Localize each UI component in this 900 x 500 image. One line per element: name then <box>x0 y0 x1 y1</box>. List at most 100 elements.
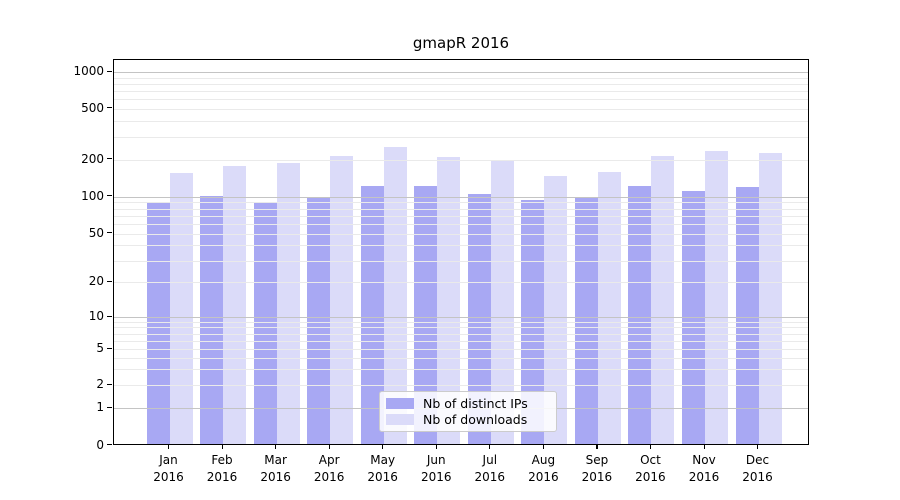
bar-downloads-sep <box>597 171 621 444</box>
chart-title: gmapR 2016 <box>412 34 510 52</box>
y-tick-label: 20 <box>88 274 104 288</box>
y-tick-label: 1000 <box>73 64 104 78</box>
y-tick-mark <box>107 347 112 349</box>
bar-distinct-ips-sep <box>574 197 598 444</box>
legend: Nb of distinct IPs Nb of downloads <box>379 391 557 432</box>
x-tick-year: 2016 <box>581 469 613 484</box>
y-tick-label: 100 <box>81 188 104 203</box>
gridline-minor <box>114 90 808 92</box>
x-tick-mark <box>168 445 170 449</box>
bar-distinct-ips-oct <box>628 185 652 444</box>
y-tick-label: 0 <box>96 437 104 452</box>
x-tick-mark <box>435 445 437 449</box>
y-tick-mark <box>107 315 112 317</box>
bar-downloads-nov <box>705 150 728 444</box>
bar-downloads-oct <box>651 156 675 444</box>
x-tick-month: May <box>370 453 396 467</box>
x-tick-month: Apr <box>318 453 340 467</box>
x-tick-year: 2016 <box>420 469 452 484</box>
x-tick-mark <box>757 445 759 449</box>
x-tick-label: Mar 2016 <box>248 452 304 485</box>
gridline-minor <box>114 208 808 210</box>
bar-downloads-mar <box>276 162 300 444</box>
gridline-minor <box>114 349 808 351</box>
gridline-minor <box>114 108 808 110</box>
x-tick-label: Feb 2016 <box>194 452 250 485</box>
x-tick-label: Jun 2016 <box>408 452 464 485</box>
bar-downloads-dec <box>758 152 782 444</box>
plot-area <box>113 59 809 445</box>
y-tick-mark <box>107 444 112 446</box>
x-tick-month: Mar <box>264 453 287 467</box>
gridline-minor <box>114 215 808 217</box>
x-tick-label: Sep 2016 <box>569 452 625 485</box>
y-tick-label: 200 <box>81 151 104 166</box>
bar-distinct-ips-feb <box>200 196 224 444</box>
bar-downloads-jan <box>169 173 193 444</box>
gridline-minor <box>114 77 808 79</box>
gridline-minor <box>114 282 808 283</box>
x-tick-mark <box>542 445 545 449</box>
gridline-minor <box>114 159 808 161</box>
y-tick-mark <box>107 195 112 197</box>
gridline-minor <box>114 245 808 247</box>
y-tick-mark <box>107 158 112 160</box>
y-tick-label: 5 <box>96 341 104 356</box>
bar-downloads-apr <box>330 156 354 444</box>
y-tick-mark <box>107 107 112 109</box>
legend-label-downloads: Nb of downloads <box>423 412 528 428</box>
legend-item-downloads: Nb of downloads <box>386 412 548 427</box>
gridline-minor <box>114 83 808 85</box>
y-tick-mark <box>107 232 112 234</box>
bar-distinct-ips-jan <box>146 201 170 444</box>
y-tick-mark <box>107 383 112 385</box>
x-tick-month: Jul <box>482 453 498 467</box>
gridline-major <box>114 196 808 198</box>
bar-downloads-jul <box>490 160 514 444</box>
y-tick-label: 2 <box>96 377 104 392</box>
x-tick-year: 2016 <box>635 469 666 484</box>
gridline-minor <box>114 369 808 371</box>
x-tick-year: 2016 <box>313 469 345 484</box>
x-tick-label: Jul 2016 <box>462 452 518 485</box>
legend-label-distinct-ips: Nb of distinct IPs <box>423 395 528 411</box>
x-tick-year: 2016 <box>260 469 291 484</box>
gridline-minor <box>114 385 808 387</box>
bar-distinct-ips-apr <box>307 198 331 444</box>
x-tick-mark <box>596 445 598 449</box>
x-tick-mark <box>221 445 223 449</box>
legend-swatch-distinct-ips <box>386 397 414 409</box>
x-tick-year: 2016 <box>367 469 398 484</box>
bar-distinct-ips-dec <box>735 187 759 444</box>
gridline-minor <box>114 98 808 100</box>
legend-item-distinct-ips: Nb of distinct IPs <box>386 396 548 411</box>
gridline-minor <box>114 223 808 225</box>
x-tick-year: 2016 <box>742 469 773 484</box>
x-tick-year: 2016 <box>206 469 238 484</box>
x-tick-month: Nov <box>692 453 716 467</box>
x-tick-month: Oct <box>640 453 661 467</box>
x-tick-month: Feb <box>211 453 233 467</box>
gridline-minor <box>114 340 808 342</box>
x-tick-year: 2016 <box>528 469 559 484</box>
x-tick-mark <box>328 445 330 449</box>
x-tick-month: Jan <box>159 453 178 467</box>
x-tick-mark <box>275 445 277 449</box>
x-tick-label: Jan 2016 <box>141 452 197 485</box>
x-tick-label: Dec 2016 <box>730 452 786 485</box>
x-tick-month: Sep <box>585 453 609 467</box>
y-tick-label: 10 <box>88 309 104 323</box>
x-tick-month: Aug <box>531 453 556 467</box>
gridline-minor <box>114 327 808 329</box>
y-tick-label: 50 <box>88 225 104 240</box>
gridline-minor <box>114 120 808 122</box>
bar-distinct-ips-mar <box>253 201 277 444</box>
y-tick-mark <box>107 280 112 282</box>
bar-distinct-ips-jun <box>414 186 438 444</box>
bar-downloads-feb <box>223 165 247 444</box>
gridline-minor <box>114 333 808 335</box>
bar-distinct-ips-may <box>360 186 384 444</box>
x-tick-label: May 2016 <box>355 452 411 485</box>
bar-downloads-jun <box>437 156 461 444</box>
